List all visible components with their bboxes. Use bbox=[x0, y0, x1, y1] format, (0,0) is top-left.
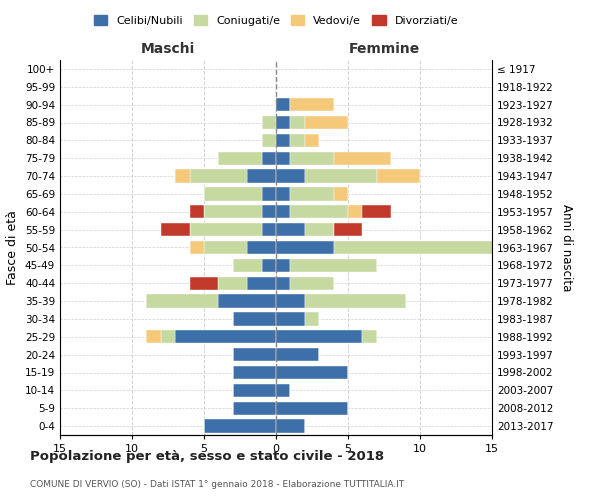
Bar bbox=[262, 223, 276, 236]
Bar bbox=[348, 205, 362, 218]
Bar bbox=[334, 241, 521, 254]
Text: Popolazione per età, sesso e stato civile - 2018: Popolazione per età, sesso e stato civil… bbox=[30, 450, 384, 463]
Bar bbox=[305, 116, 348, 129]
Bar bbox=[233, 312, 276, 326]
Bar bbox=[276, 276, 290, 290]
Bar bbox=[247, 170, 276, 183]
Bar bbox=[218, 294, 276, 308]
Bar bbox=[146, 294, 218, 308]
Bar bbox=[190, 205, 204, 218]
Bar bbox=[305, 134, 319, 147]
Bar bbox=[233, 348, 276, 362]
Bar bbox=[190, 241, 204, 254]
Bar bbox=[276, 205, 290, 218]
Bar bbox=[262, 205, 276, 218]
Bar bbox=[247, 276, 276, 290]
Y-axis label: Anni di nascita: Anni di nascita bbox=[560, 204, 573, 291]
Bar bbox=[218, 276, 247, 290]
Bar bbox=[276, 116, 290, 129]
Text: Femmine: Femmine bbox=[349, 42, 419, 56]
Bar bbox=[233, 402, 276, 415]
Bar bbox=[276, 312, 305, 326]
Bar bbox=[204, 205, 262, 218]
Bar bbox=[247, 241, 276, 254]
Legend: Celibi/Nubili, Coniugati/e, Vedovi/e, Divorziati/e: Celibi/Nubili, Coniugati/e, Vedovi/e, Di… bbox=[89, 10, 463, 30]
Bar bbox=[233, 366, 276, 379]
Bar bbox=[276, 402, 348, 415]
Bar bbox=[290, 116, 305, 129]
Bar bbox=[276, 330, 362, 344]
Bar bbox=[276, 258, 290, 272]
Bar bbox=[276, 294, 305, 308]
Bar bbox=[305, 312, 319, 326]
Bar bbox=[190, 223, 262, 236]
Bar bbox=[290, 258, 377, 272]
Bar bbox=[175, 170, 190, 183]
Bar bbox=[276, 187, 290, 200]
Bar bbox=[290, 152, 334, 165]
Bar bbox=[305, 223, 334, 236]
Bar bbox=[146, 330, 161, 344]
Bar bbox=[290, 134, 305, 147]
Bar bbox=[276, 223, 305, 236]
Bar bbox=[290, 276, 334, 290]
Bar bbox=[362, 330, 377, 344]
Bar bbox=[233, 258, 262, 272]
Bar bbox=[204, 241, 247, 254]
Bar bbox=[290, 98, 334, 112]
Bar bbox=[262, 187, 276, 200]
Bar bbox=[262, 258, 276, 272]
Bar bbox=[290, 205, 348, 218]
Bar bbox=[276, 98, 290, 112]
Bar bbox=[334, 187, 348, 200]
Bar bbox=[305, 294, 406, 308]
Bar bbox=[276, 366, 348, 379]
Bar bbox=[276, 384, 290, 397]
Bar bbox=[190, 276, 218, 290]
Bar bbox=[161, 330, 175, 344]
Bar bbox=[262, 116, 276, 129]
Bar bbox=[276, 152, 290, 165]
Bar bbox=[204, 187, 262, 200]
Bar bbox=[175, 330, 276, 344]
Bar bbox=[276, 241, 334, 254]
Bar bbox=[262, 134, 276, 147]
Bar bbox=[218, 152, 262, 165]
Bar bbox=[334, 223, 362, 236]
Bar bbox=[204, 420, 276, 433]
Bar bbox=[276, 170, 305, 183]
Bar bbox=[305, 170, 377, 183]
Bar bbox=[276, 348, 319, 362]
Text: COMUNE DI VERVIO (SO) - Dati ISTAT 1° gennaio 2018 - Elaborazione TUTTITALIA.IT: COMUNE DI VERVIO (SO) - Dati ISTAT 1° ge… bbox=[30, 480, 404, 489]
Bar bbox=[362, 205, 391, 218]
Bar bbox=[262, 152, 276, 165]
Bar bbox=[233, 384, 276, 397]
Bar bbox=[276, 134, 290, 147]
Bar bbox=[334, 152, 391, 165]
Bar bbox=[190, 170, 247, 183]
Bar bbox=[290, 187, 334, 200]
Y-axis label: Fasce di età: Fasce di età bbox=[7, 210, 19, 285]
Bar bbox=[161, 223, 190, 236]
Bar bbox=[276, 420, 305, 433]
Text: Maschi: Maschi bbox=[141, 42, 195, 56]
Bar bbox=[377, 170, 420, 183]
